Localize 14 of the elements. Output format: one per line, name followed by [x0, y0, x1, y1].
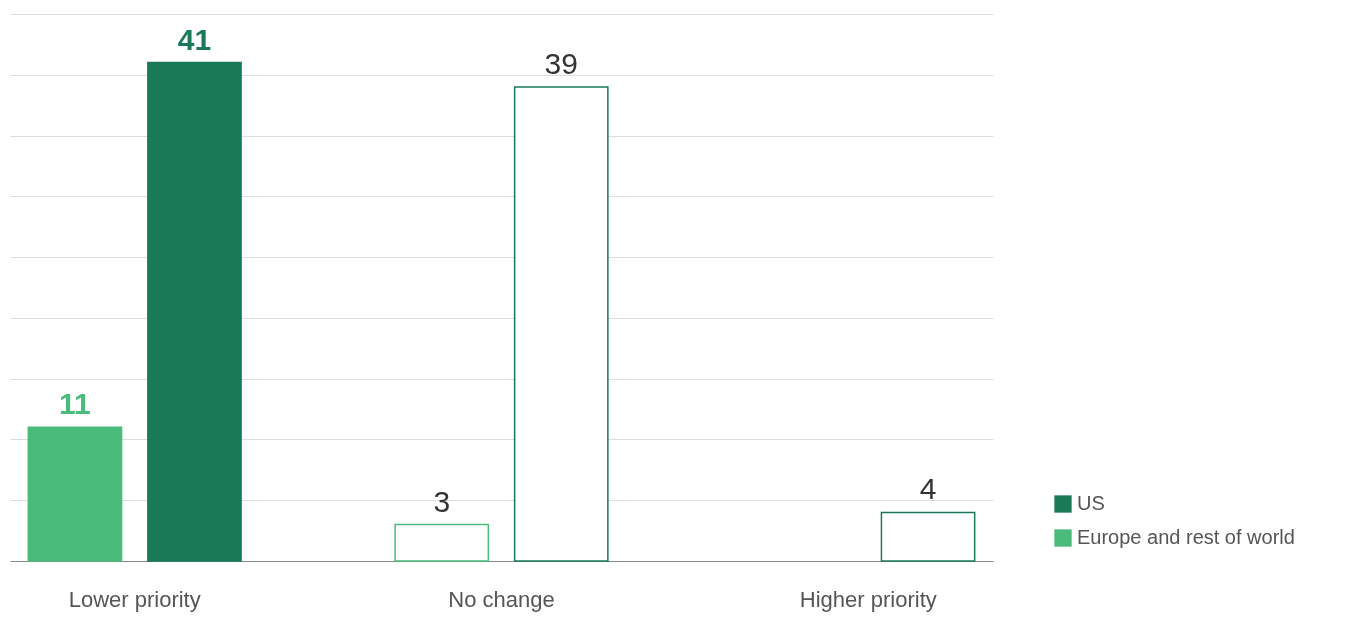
legend-label: US: [1077, 492, 1105, 514]
data-label: 39: [544, 46, 578, 80]
bar: [513, 86, 609, 562]
legend-label: Europe and rest of world: [1077, 526, 1295, 548]
x-tick-label: Higher priority: [799, 586, 937, 612]
data-label: 41: [177, 22, 212, 56]
x-tick-label: No change: [448, 586, 555, 612]
data-label: 4: [919, 472, 937, 506]
x-tick-label: Lower priority: [68, 586, 201, 612]
bar: [880, 511, 976, 562]
bar: [27, 426, 123, 562]
bar: [147, 61, 242, 562]
data-label: 3: [433, 484, 451, 518]
data-label: 11: [59, 387, 91, 421]
